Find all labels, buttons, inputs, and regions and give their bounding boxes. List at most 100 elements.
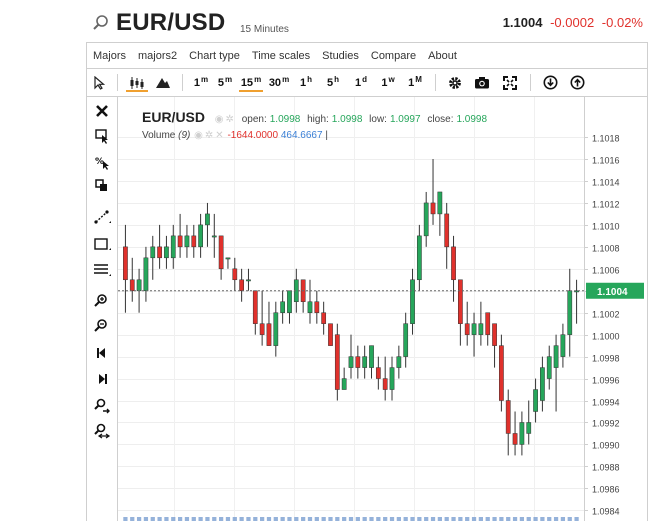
menu-majors2[interactable]: majors2 (138, 49, 178, 62)
candles (123, 159, 579, 456)
fullscreen-icon[interactable] (496, 69, 524, 96)
zoom-fit-icon[interactable] (93, 422, 111, 440)
candle-up (198, 213, 203, 258)
upload-icon[interactable] (563, 69, 591, 96)
timeframe-15m[interactable]: 15 m (237, 69, 265, 96)
candle-body (129, 279, 135, 292)
candle-body (574, 290, 579, 293)
menu-compare[interactable]: Compare (370, 49, 417, 62)
volume-bar (123, 517, 128, 521)
zoom-reset-icon[interactable] (93, 397, 111, 415)
settings-icon[interactable] (442, 69, 468, 96)
candle-down (259, 290, 265, 346)
volume-bar (348, 517, 354, 521)
prev-icon[interactable] (93, 344, 111, 362)
ohlc-legend: EUR/USD ◉ ✲ open: 1.0998 high: 1.0998 low: 1… (142, 109, 487, 125)
current-price-label: 1.1004 (597, 287, 628, 298)
menu-studies[interactable]: Studies (322, 49, 359, 62)
candle-body (191, 235, 197, 248)
eye-icon[interactable]: ◉ (214, 114, 224, 125)
candle-body (458, 279, 463, 324)
candle-body (499, 345, 504, 401)
volume-bar (239, 517, 244, 521)
volume-bar (171, 517, 176, 521)
candle-down (129, 257, 135, 302)
close-icon[interactable] (93, 102, 111, 120)
zoom-in-icon[interactable] (93, 292, 111, 310)
candle-body (307, 301, 313, 313)
low-label: low: (369, 114, 387, 125)
candle-body (266, 323, 272, 346)
candle-body (205, 213, 210, 226)
mountain-icon[interactable] (150, 69, 176, 96)
crosshair-icon[interactable] (93, 127, 111, 145)
candlestick-icon[interactable] (124, 69, 150, 96)
drawing-tools-panel: % (86, 97, 118, 521)
camera-icon[interactable] (468, 69, 496, 96)
candle-body (451, 246, 456, 281)
y-tick-label: 1.0990 (592, 441, 620, 451)
menu-time-scales[interactable]: Time scales (251, 49, 311, 62)
candle-body (382, 378, 388, 390)
candle-body (170, 235, 176, 259)
trendline-icon[interactable] (93, 208, 111, 226)
search-icon[interactable] (92, 14, 110, 32)
candle-body (143, 257, 149, 292)
candle-body (403, 323, 409, 357)
download-icon[interactable] (537, 69, 563, 96)
y-tick-label: 1.1002 (592, 310, 620, 320)
svg-text:%: % (95, 157, 104, 167)
candle-body (218, 235, 224, 270)
symbol-title[interactable]: EUR/USD (116, 9, 226, 36)
gear-icon[interactable]: ✲ (225, 114, 234, 125)
candle-down (239, 268, 244, 302)
candlestick-chart[interactable]: 1.1018 1.1016 1.1014 1.1012 1.1010 1.1008 1.10… (118, 97, 648, 521)
menu-chart-type[interactable]: Chart type (189, 49, 240, 62)
candle-down (232, 257, 238, 291)
legend-symbol: EUR/USD (142, 109, 206, 125)
y-tick-label: 1.1014 (592, 178, 620, 188)
candle-up (225, 257, 231, 269)
timeframe-30m[interactable]: 30 m (268, 75, 290, 89)
candle-up (471, 312, 477, 357)
volume-bar (246, 517, 251, 521)
pointer-icon[interactable] (87, 69, 111, 96)
volume-bar (369, 517, 374, 521)
menu-about[interactable]: About (428, 49, 457, 62)
volume-bar (198, 517, 203, 521)
volume-bar (321, 517, 326, 521)
menu-majors[interactable]: Majors (93, 49, 127, 62)
candle-body (280, 301, 286, 313)
candle-body (211, 235, 217, 238)
volume-bar (465, 517, 470, 521)
close-icon[interactable]: ✕ (215, 130, 224, 141)
chart-area[interactable]: 1.1018 1.1016 1.1014 1.1012 1.1010 1.1008 1.10… (118, 97, 648, 521)
copy-icon[interactable] (93, 177, 111, 195)
candle-up (526, 400, 532, 445)
candle-body (560, 334, 566, 357)
magnet-icon[interactable]: % (93, 152, 111, 170)
candle-up (348, 334, 354, 379)
volume-bars (123, 517, 579, 521)
volume-bar (342, 517, 347, 521)
candle-body (464, 323, 470, 335)
fibonacci-icon[interactable] (93, 261, 111, 279)
last-price: 1.1004 (502, 15, 543, 30)
y-tick-label: 1.1016 (592, 156, 620, 166)
next-icon[interactable] (93, 370, 111, 388)
volume-label: Volume (142, 130, 176, 141)
low-value: 1.0997 (389, 114, 421, 125)
rectangle-icon[interactable] (93, 235, 111, 253)
eye-icon[interactable]: ◉ (194, 130, 203, 141)
gear-icon[interactable]: ✲ (204, 130, 214, 141)
candle-body (164, 246, 169, 259)
zoom-out-icon[interactable] (93, 317, 111, 335)
